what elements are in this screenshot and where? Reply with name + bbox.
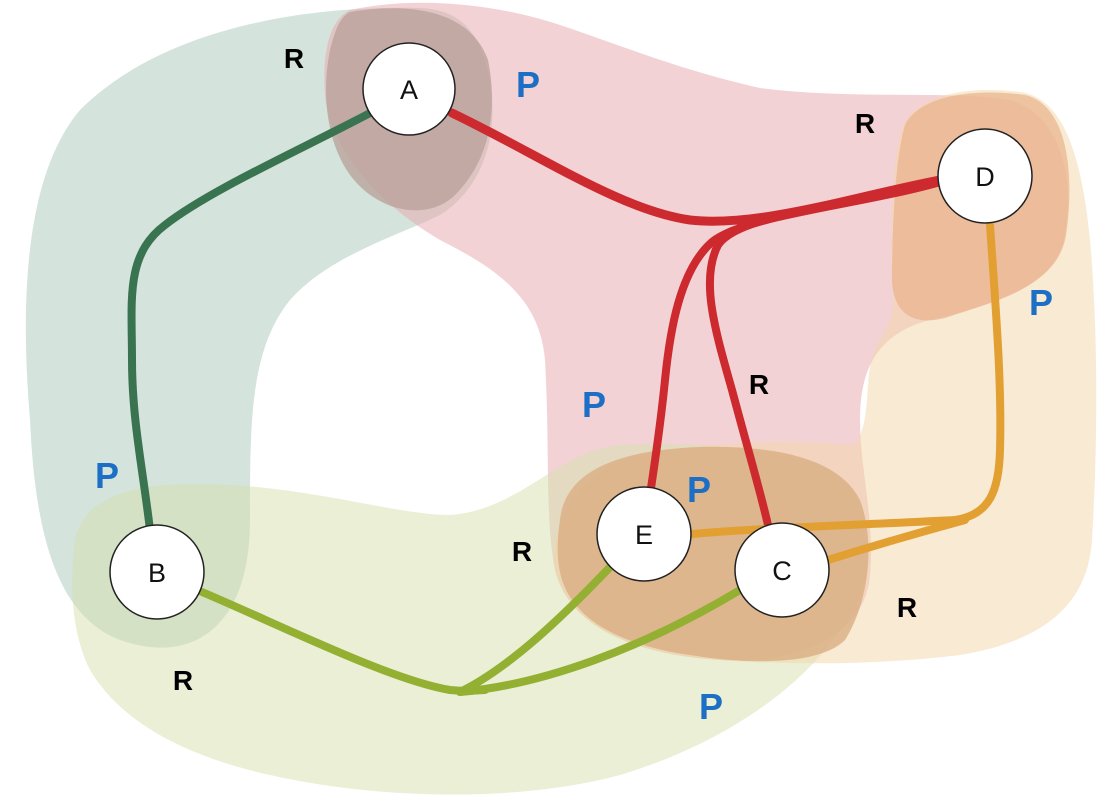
node-a-label: A <box>400 75 418 105</box>
node-b-circle <box>109 524 205 620</box>
tag-r-top-left: R <box>284 43 304 74</box>
node-a[interactable]: A <box>362 42 456 136</box>
edge-hub-c <box>456 586 744 696</box>
node-c-label: C <box>772 556 792 586</box>
tag-r-bottom-right: R <box>897 592 917 623</box>
edge-a-b <box>127 108 376 534</box>
tag-r-middle: R <box>749 369 769 400</box>
nodes: A B D E C <box>109 42 1033 620</box>
region-red-adec <box>324 2 1068 661</box>
edge-d-c <box>705 178 944 529</box>
tags: R P R P R P P P R R R P <box>95 43 1053 727</box>
node-e-label: E <box>635 520 653 550</box>
tag-r-bottom-left: R <box>173 665 193 696</box>
tag-p-center-left: P <box>582 384 606 425</box>
tag-r-top-right: R <box>855 108 875 139</box>
node-d-circle <box>937 128 1033 224</box>
node-e[interactable]: E <box>596 486 692 582</box>
node-b-label: B <box>148 558 166 588</box>
tag-p-bottom: P <box>699 686 723 727</box>
node-d[interactable]: D <box>937 128 1033 224</box>
node-b[interactable]: B <box>109 524 205 620</box>
node-c[interactable]: C <box>734 522 830 618</box>
edge-d-c-branch <box>824 516 969 564</box>
tag-r-near-e: R <box>512 536 532 567</box>
node-c-circle <box>734 522 830 618</box>
tag-p-right: P <box>1029 282 1053 323</box>
node-a-circle <box>362 42 456 136</box>
edge-hub-e <box>456 561 616 696</box>
node-e-circle <box>596 486 692 582</box>
node-d-label: D <box>975 162 995 192</box>
edges <box>127 108 1005 696</box>
tag-p-near-e: P <box>687 469 711 510</box>
tag-p-top: P <box>516 64 540 105</box>
tag-p-left: P <box>95 455 119 496</box>
